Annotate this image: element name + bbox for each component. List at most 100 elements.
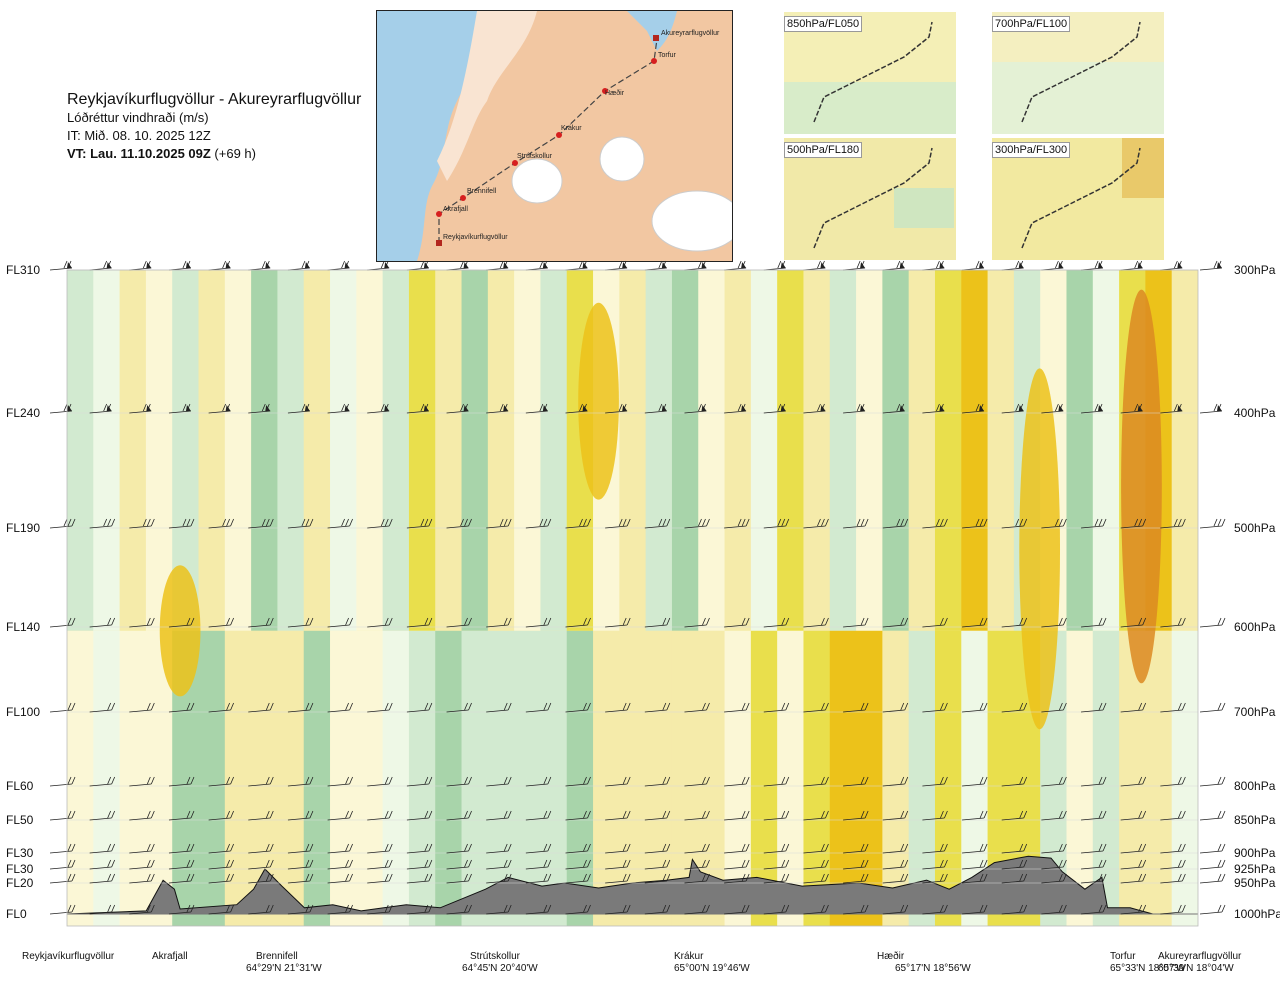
wind-barb [89,873,116,884]
field-cell-upper [145,270,173,631]
wind-barb [129,776,155,787]
wind-barb [1001,843,1028,854]
wind-barb [248,617,274,628]
wind-barb [129,843,155,854]
wind-barb [763,904,790,915]
wind-barb [803,904,829,915]
field-cell-upper [356,270,384,631]
station-name: Akrafjall [152,951,188,962]
wind-barb [684,518,710,529]
wind-barb [644,859,671,870]
wind-barb [803,403,826,414]
wind-barb [89,843,116,854]
field-cell-upper [829,270,857,631]
wind-barb [248,776,274,787]
wind-barb [1041,260,1064,271]
wind-barb [129,904,155,915]
field-cell-upper [487,270,515,631]
wind-barb [525,617,552,628]
wind-barb [962,702,988,713]
wind-barb [763,702,790,713]
wind-barb [129,403,152,414]
wind-barb [1160,810,1186,821]
map-label-akureyri: Akureyrarflugvöllur [661,30,720,37]
field-cell-upper [777,270,805,631]
wind-barb [684,403,707,414]
wind-barb [882,873,909,884]
wind-barb [644,403,667,414]
wind-barb [962,518,988,529]
wind-barb [1160,776,1186,787]
wind-barb [1041,810,1067,821]
cross-section-chart [49,260,1226,927]
field-cell-upper [645,270,673,631]
wind-barb [1120,617,1147,628]
valid-time-main: VT: Lau. 11.10.2025 09Z [67,146,211,161]
valid-time: VT: Lau. 11.10.2025 09Z (+69 h) [67,145,361,163]
route-markers [436,35,659,246]
wind-barb [327,617,353,628]
station-label: Torfur 65°33'N 18°07'W [1110,951,1186,975]
field-cell-upper [435,270,463,631]
wind-barb [486,904,512,915]
wind-barb [962,617,988,628]
wind-barb [1001,403,1024,414]
wind-barb [644,702,671,713]
wind-barb [843,518,869,529]
wind-barb [843,260,866,271]
wind-barb [446,859,472,870]
updraft-core [1019,368,1061,730]
station-coords: 65°39'N 18°04'W [1158,963,1234,974]
wind-barb [882,260,905,271]
field-cell-lower [1066,630,1094,926]
wind-barb [843,702,869,713]
wind-barb [803,873,829,884]
wind-barb [525,776,552,787]
wind-barb [1160,403,1183,414]
fl-label: FL310 [6,263,41,277]
wind-barb [287,702,314,713]
wind-barb [803,843,829,854]
wind-barb [1001,776,1028,787]
wind-barb [1080,403,1104,414]
wind-barb [1160,702,1186,713]
wind-barb [406,403,429,414]
wind-barb [724,518,750,529]
field-cell-upper [750,270,778,631]
wind-barb [724,403,747,414]
wind-barb [89,702,116,713]
station-name: Akureyrarflugvöllur [1158,951,1242,962]
field-cell-lower [514,630,542,926]
wind-barb [1160,617,1186,628]
wind-barb [367,873,393,884]
issue-time: IT: Mið. 08. 10. 2025 12Z [67,128,211,143]
wind-barb [446,810,472,821]
wind-barb [724,617,750,628]
mini-map-850: 850hPa/FL050 [784,12,956,134]
wind-barb [922,260,945,271]
wind-barb [605,776,631,787]
wind-barb [565,518,591,529]
wind-barb [882,776,909,787]
wind-barb [1001,702,1028,713]
wind-barb [1001,810,1028,821]
route-point-krakur [556,132,562,138]
wind-barb [287,776,314,787]
wind-barb [724,904,750,915]
wind-barb [49,518,76,529]
wind-barb [49,904,76,915]
station-label: Akureyrarflugvöllur 65°39'N 18°04'W [1158,951,1241,975]
wind-barb [1041,518,1067,529]
field-cell-lower [777,630,805,926]
updraft-core [159,565,201,697]
wind-barb [1041,702,1067,713]
wind-barb [644,873,671,884]
wind-barb [248,260,271,271]
wind-barb [605,904,631,915]
mini-map-500-label: 500hPa/FL180 [784,142,863,158]
wind-barb [1001,518,1028,529]
wind-barb [605,702,631,713]
field-cell-upper [277,270,305,631]
wind-barb [724,873,750,884]
hpa-label: 500hPa [1234,521,1276,535]
